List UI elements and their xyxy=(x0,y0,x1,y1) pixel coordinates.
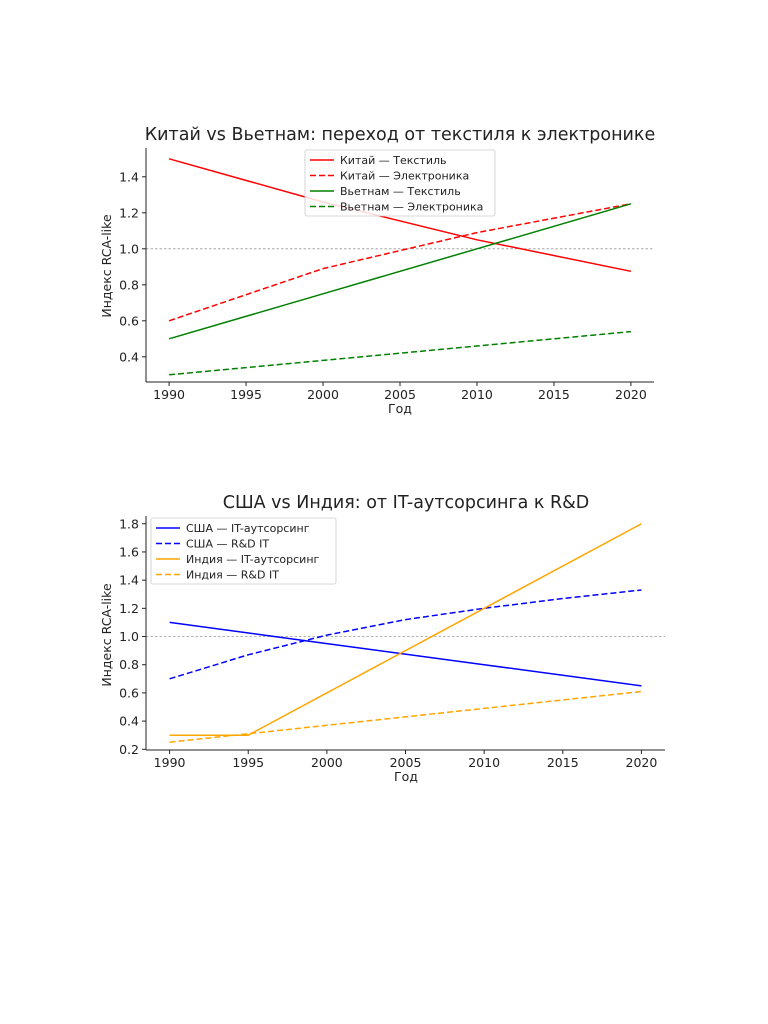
y-axis-label: Индекс RCA-like xyxy=(99,214,114,318)
y-tick-label: 1.2 xyxy=(119,205,139,220)
chart-title: Китай vs Вьетнам: переход от текстиля к … xyxy=(145,125,655,145)
legend-entry-label: Китай — Электроника xyxy=(340,170,469,183)
legend-entry-label: Китай — Текстиль xyxy=(340,154,447,167)
series-line-4 xyxy=(169,690,642,743)
y-tick-label: 1.0 xyxy=(119,629,139,644)
series-line-1 xyxy=(168,158,632,273)
legend-entry-label: Индия — IT-аутсорсинг xyxy=(186,553,320,566)
x-tick-label: 2020 xyxy=(615,387,647,402)
x-tick-label: 2015 xyxy=(547,755,579,770)
x-tick-label: 1990 xyxy=(153,387,185,402)
legend-box xyxy=(150,517,337,585)
legend: США — IT-аутсорсинг США — R&D IT Индия — I… xyxy=(150,517,337,585)
chart-usa-india: США vs Индия: от IT-аутсорсинга к R&D Го… xyxy=(99,493,665,784)
y-tick-label: 0.8 xyxy=(119,657,139,672)
x-tick-label: 2015 xyxy=(538,387,570,402)
legend: Китай — Текстиль Китай — Электроника Вьетн… xyxy=(304,149,496,217)
series-line-3 xyxy=(168,203,632,340)
series-line-2 xyxy=(169,589,642,680)
legend-entry-label: США — R&D IT xyxy=(186,538,269,551)
y-tick-label: 0.8 xyxy=(119,277,139,292)
series-line-4 xyxy=(169,330,631,376)
x-axis-label: Год xyxy=(394,769,418,784)
y-tick-label: 0.6 xyxy=(119,313,139,328)
x-tick-label: 2010 xyxy=(468,755,500,770)
y-tick-label: 0.4 xyxy=(119,714,139,729)
y-tick-label: 0.6 xyxy=(119,685,139,700)
x-tick-label: 2010 xyxy=(461,387,493,402)
x-axis-label: Год xyxy=(388,401,412,416)
y-tick-label: 0.2 xyxy=(119,742,139,757)
y-axis-label: Индекс RCA-like xyxy=(99,583,114,687)
x-tick-label: 2005 xyxy=(384,387,416,402)
x-tick-label: 2020 xyxy=(626,755,658,770)
series-line-3 xyxy=(169,523,642,736)
legend-entry-label: Вьетнам — Текстиль xyxy=(340,185,461,198)
legend-entry-label: США — IT-аутсорсинг xyxy=(186,522,310,535)
x-tick-label: 1990 xyxy=(154,755,186,770)
x-tick-label: 1995 xyxy=(230,387,262,402)
legend-entry-label: Индия — R&D IT xyxy=(186,569,279,582)
series-line-1 xyxy=(169,621,642,687)
y-tick-label: 1.2 xyxy=(119,601,139,616)
legend-box xyxy=(304,149,496,217)
legend-entry-label: Вьетнам — Электроника xyxy=(340,201,483,214)
y-tick-label: 0.4 xyxy=(119,349,139,364)
y-tick-label: 1.8 xyxy=(119,516,139,531)
x-tick-label: 2000 xyxy=(307,387,339,402)
chart-china-vietnam: Китай vs Вьетнам: переход от текстиля к … xyxy=(99,125,655,416)
y-tick-label: 1.4 xyxy=(119,169,139,184)
y-tick-label: 1.6 xyxy=(119,544,139,559)
y-tick-label: 1.0 xyxy=(119,241,139,256)
x-tick-label: 2005 xyxy=(390,755,422,770)
series-line-2 xyxy=(168,203,632,322)
chart-title: США vs Индия: от IT-аутсорсинга к R&D xyxy=(223,493,590,513)
x-tick-label: 2000 xyxy=(311,755,343,770)
x-tick-label: 1995 xyxy=(232,755,264,770)
y-tick-label: 1.4 xyxy=(119,573,139,588)
